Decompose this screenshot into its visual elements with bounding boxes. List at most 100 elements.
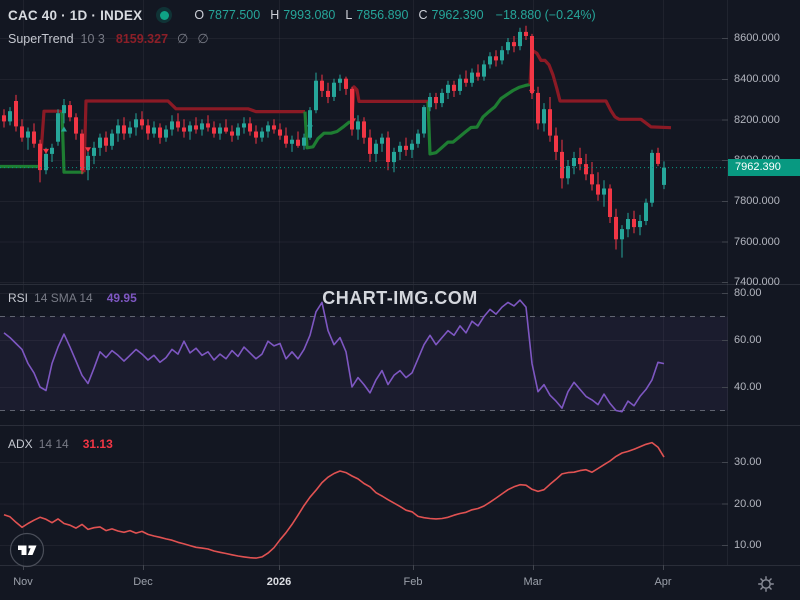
supertrend-line-down [528, 48, 672, 130]
candle-body [260, 131, 264, 138]
price-axis-label: 60.00 [734, 334, 762, 346]
candle-body [272, 125, 276, 130]
price-axis-label: 8400.000 [734, 73, 780, 85]
supertrend-line-down [82, 99, 305, 173]
adx-params: 14 14 [38, 437, 69, 451]
supertrend-sell-marker-icon [350, 118, 356, 124]
candle-body [620, 229, 624, 240]
candle-body [242, 123, 246, 128]
change-value: −18.880 (−0.24%) [495, 8, 596, 22]
candle-body [542, 109, 546, 124]
candle-body [644, 202, 648, 221]
candle-body [278, 129, 282, 136]
candle-body [212, 127, 216, 134]
candle-body [296, 139, 300, 146]
candle-body [182, 127, 186, 132]
candle-body [56, 113, 60, 142]
candle-body [458, 78, 462, 91]
time-axis-label: Dec [133, 576, 153, 588]
candle-body [158, 127, 162, 138]
candle-body [626, 219, 630, 230]
low-label: L [345, 8, 353, 22]
candle-body [656, 152, 660, 164]
rsi-name[interactable]: RSI [8, 291, 29, 305]
candle-body [164, 129, 168, 138]
supertrend-buy-marker-icon [61, 126, 67, 132]
candle-body [74, 117, 78, 134]
candle-body [38, 143, 42, 171]
candle-body [254, 131, 258, 138]
candle-body [650, 152, 654, 203]
adx-name[interactable]: ADX [8, 437, 33, 451]
candle-body [536, 92, 540, 124]
candle-body [176, 121, 180, 128]
candle-body [8, 111, 12, 122]
candle-body [86, 155, 90, 171]
candle-body [92, 147, 96, 156]
candle-body [560, 151, 564, 179]
candle-body [356, 121, 360, 130]
candle-body [500, 50, 504, 61]
candle-body [230, 131, 234, 136]
candle-body [572, 158, 576, 167]
candle-body [524, 31, 528, 36]
candle-body [566, 166, 570, 179]
candle-body [506, 42, 510, 51]
candle-body [554, 135, 558, 152]
supertrend-value: 8159.327 [115, 32, 169, 46]
market-status-icon [156, 7, 173, 23]
supertrend-params: 10 3 [80, 32, 105, 46]
symbol-title[interactable]: CAC 40 · 1D · INDEX [8, 7, 143, 23]
candle-body [488, 56, 492, 65]
candlestick-series [2, 25, 666, 258]
candle-body [662, 167, 666, 185]
candle-body [194, 125, 198, 130]
candle-body [98, 137, 102, 148]
candle-body [428, 97, 432, 108]
tradingview-logo-icon[interactable] [9, 532, 45, 568]
time-axis-label: Feb [403, 576, 423, 588]
supertrend-line-up [303, 111, 352, 150]
supertrend-sell-marker-icon [85, 147, 91, 153]
ohlc-readout: O 7877.500 H 7993.080 L 7856.890 C 7962.390 −18.… [194, 8, 595, 22]
open-label: O [194, 8, 205, 22]
candle-body [512, 42, 516, 47]
price-axis-label: 40.00 [734, 381, 762, 393]
price-axis-label: 80.00 [734, 287, 762, 299]
chart-header: CAC 40 · 1D · INDEX O 7877.500 H 7993.080 L 7… [8, 7, 596, 23]
candle-body [206, 123, 210, 128]
candle-body [134, 119, 138, 128]
watermark: CHART-IMG.COM [322, 288, 478, 308]
supertrend-name[interactable]: SuperTrend [8, 32, 74, 46]
candle-body [434, 97, 438, 104]
candle-body [332, 82, 336, 97]
candle-body [590, 174, 594, 185]
candle-body [404, 145, 408, 150]
candle-body [584, 164, 588, 175]
rsi-line [3, 299, 665, 413]
candle-body [314, 80, 318, 111]
candle-body [140, 119, 144, 126]
price-axis-label: 20.00 [734, 497, 762, 510]
candle-body [344, 78, 348, 89]
candle-body [32, 131, 36, 144]
candle-body [338, 78, 342, 83]
candle-body [440, 92, 444, 104]
candle-body [446, 84, 450, 93]
candle-body [110, 133, 114, 146]
empty-set-icon: ∅ [197, 31, 209, 46]
supertrend-line-down [38, 109, 63, 167]
candle-body [608, 188, 612, 217]
last-price-badge: 7962.390 [728, 159, 800, 177]
rsi-band [0, 316, 728, 411]
candle-body [14, 101, 18, 127]
candle-body [398, 145, 402, 152]
time-axis-label: Mar [523, 576, 543, 588]
price-axis-label: 10.00 [734, 539, 762, 551]
candle-body [494, 56, 498, 61]
rsi-params: 14 SMA 14 [34, 291, 93, 305]
candle-body [350, 88, 354, 130]
candle-body [20, 126, 24, 138]
gear-icon[interactable] [755, 573, 777, 595]
